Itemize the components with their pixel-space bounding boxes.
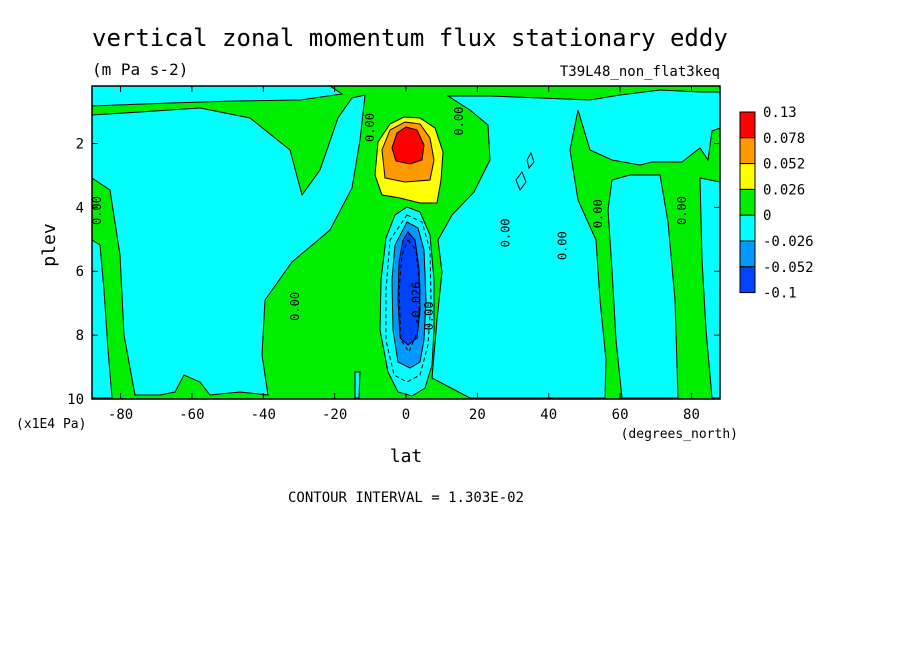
contour-label: 0.00 xyxy=(90,196,104,225)
region-cyan-southern-band xyxy=(91,94,366,396)
contour-interval-label: CONTOUR INTERVAL = 1.303E-02 xyxy=(288,490,524,506)
y-tick-label: 2 xyxy=(76,136,84,152)
contour-label: 0.00 xyxy=(422,302,436,331)
y-tick-label: 4 xyxy=(76,200,84,216)
x-axis-ticks: -80 -60 -40 -20 0 20 40 60 80 xyxy=(108,86,700,423)
contour-label: 0.00 xyxy=(363,113,377,142)
colorbar-label: 0.052 xyxy=(763,157,805,173)
colorbar-label: -0.052 xyxy=(763,260,814,276)
x-axis-units: (degrees_north) xyxy=(621,427,738,442)
chart-title: vertical zonal momentum flux stationary … xyxy=(92,24,728,52)
y-tick-label: 8 xyxy=(76,328,84,344)
region-cyan-top-strip xyxy=(91,85,344,107)
colorbar-label: 0.026 xyxy=(763,182,805,198)
contour-label: 0.00 xyxy=(288,292,302,321)
colorbar-swatch xyxy=(739,266,756,294)
colorbar-swatch xyxy=(739,240,756,268)
colorbar-swatch xyxy=(739,188,756,216)
y-tick-label: 6 xyxy=(76,264,84,280)
colorbar: 0.13 0.078 0.052 0.026 0 -0.026 -0.052 -0.1 xyxy=(739,105,814,302)
chart-subtitle: (m Pa s-2) xyxy=(92,60,188,79)
x-tick-label: -80 xyxy=(108,407,133,423)
colorbar-label: -0.026 xyxy=(763,234,814,250)
colorbar-label: 0 xyxy=(763,208,771,224)
contour-label: -0.026 xyxy=(409,282,423,325)
colorbar-label: 0.13 xyxy=(763,105,797,121)
colorbar-label: 0.078 xyxy=(763,131,805,147)
y-axis-label: plev xyxy=(39,223,60,266)
island-cyan-1 xyxy=(515,170,527,192)
contour-label: 0.00 xyxy=(675,196,689,225)
region-red-maximum xyxy=(391,126,425,165)
island-cyan-2 xyxy=(526,151,535,170)
colorbar-swatch xyxy=(739,137,756,165)
experiment-label: T39L48_non_flat3keq xyxy=(560,64,720,80)
x-tick-label: 80 xyxy=(683,407,700,423)
x-tick-label: -40 xyxy=(251,407,276,423)
x-tick-label: 20 xyxy=(469,407,486,423)
contour-label: 0.00 xyxy=(556,231,570,260)
filled-contour-regions xyxy=(91,85,721,399)
y-axis-units: (x1E4 Pa) xyxy=(16,417,86,432)
colorbar-swatch xyxy=(739,163,756,190)
colorbar-swatch xyxy=(739,111,756,139)
negative-contour-line-2 xyxy=(398,239,421,354)
x-tick-label: 40 xyxy=(540,407,557,423)
contour-label: 0.00 xyxy=(498,218,512,247)
region-cyan-north-lobe xyxy=(607,174,679,399)
y-axis-ticks: 2 4 6 8 10 xyxy=(67,136,720,408)
region-cyan-northern-band xyxy=(431,89,721,399)
colorbar-swatch xyxy=(739,214,756,242)
contour-label: 0.00 xyxy=(452,107,466,136)
x-tick-label: -20 xyxy=(322,407,347,423)
island-cyan-3 xyxy=(354,371,361,399)
y-tick-label: 10 xyxy=(67,392,84,408)
x-tick-label: 60 xyxy=(612,407,629,423)
contour-label: 0.00 xyxy=(591,199,605,228)
colorbar-label: -0.1 xyxy=(763,286,797,302)
region-deep-blue-minimum xyxy=(397,231,421,346)
x-axis-label: lat xyxy=(390,446,423,467)
x-tick-label: 0 xyxy=(402,407,410,423)
x-tick-label: -60 xyxy=(179,407,204,423)
negative-contour-line-1 xyxy=(385,214,432,383)
